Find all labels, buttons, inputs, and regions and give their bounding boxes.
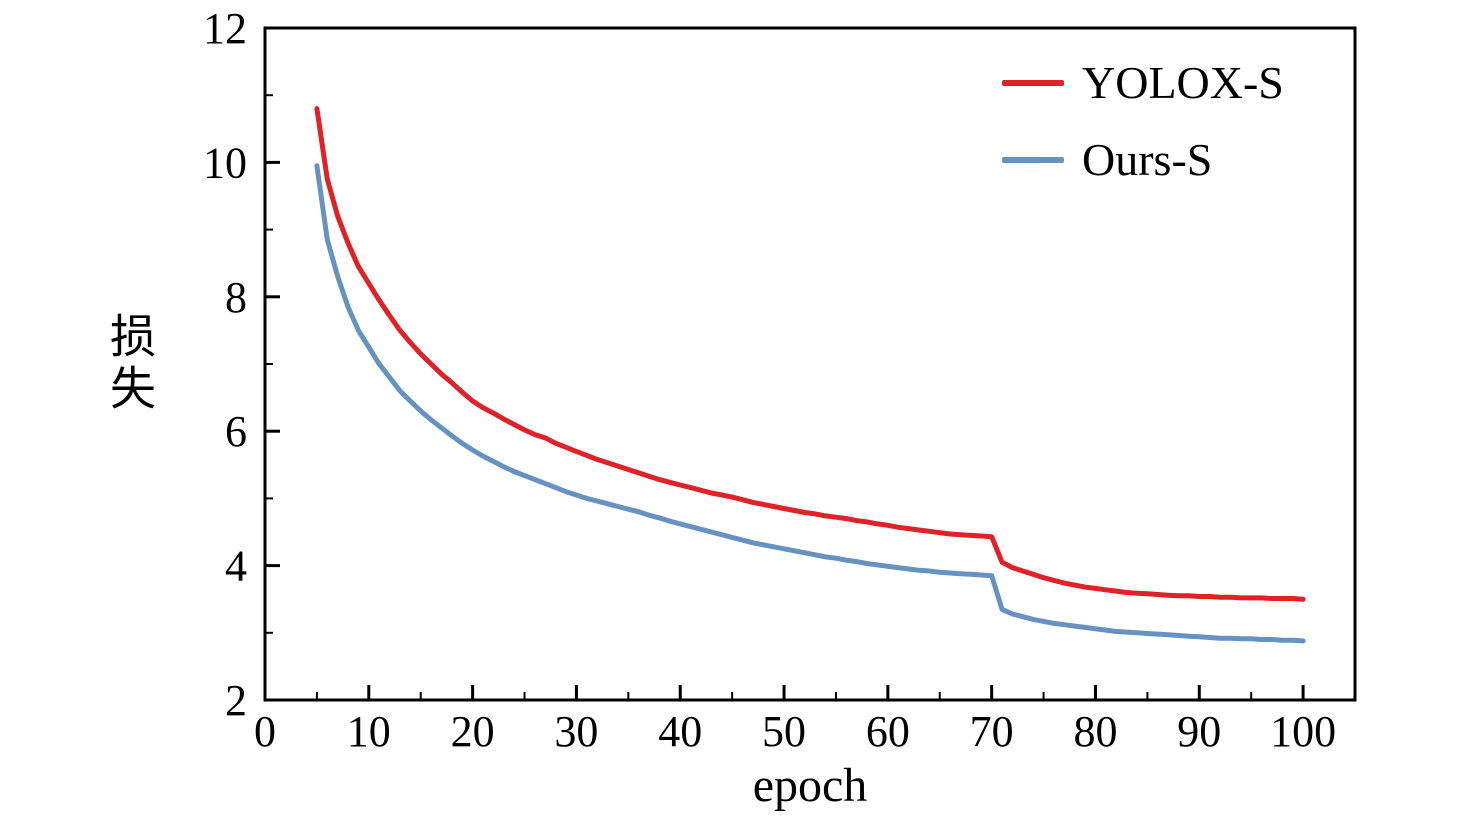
x-axis-label: epoch	[752, 759, 868, 812]
svg-text:6: 6	[225, 407, 247, 456]
legend-item-ours-s: Ours-S	[1002, 133, 1284, 186]
svg-text:80: 80	[1073, 707, 1117, 756]
svg-text:12: 12	[203, 4, 247, 53]
svg-text:90: 90	[1177, 707, 1221, 756]
legend: YOLOX-S Ours-S	[1002, 57, 1284, 186]
legend-label-ours-s: Ours-S	[1082, 133, 1213, 185]
svg-text:70: 70	[970, 707, 1014, 756]
svg-text:60: 60	[866, 707, 910, 756]
svg-text:40: 40	[658, 707, 702, 756]
svg-text:0: 0	[254, 707, 276, 756]
svg-text:10: 10	[347, 707, 391, 756]
legend-item-yolox-s: YOLOX-S	[1002, 57, 1284, 109]
svg-text:100: 100	[1270, 707, 1336, 756]
svg-text:10: 10	[203, 138, 247, 187]
svg-text:8: 8	[225, 273, 247, 322]
svg-text:2: 2	[225, 676, 247, 725]
svg-text:30: 30	[554, 707, 598, 756]
svg-text:50: 50	[762, 707, 806, 756]
svg-text:20: 20	[451, 707, 495, 756]
legend-label-yolox-s: YOLOX-S	[1082, 57, 1284, 108]
legend-line-swatch-blue	[1002, 156, 1064, 163]
legend-line-swatch-red	[1002, 80, 1064, 87]
svg-text:4: 4	[225, 542, 247, 591]
y-axis-label: 损失	[104, 312, 155, 416]
